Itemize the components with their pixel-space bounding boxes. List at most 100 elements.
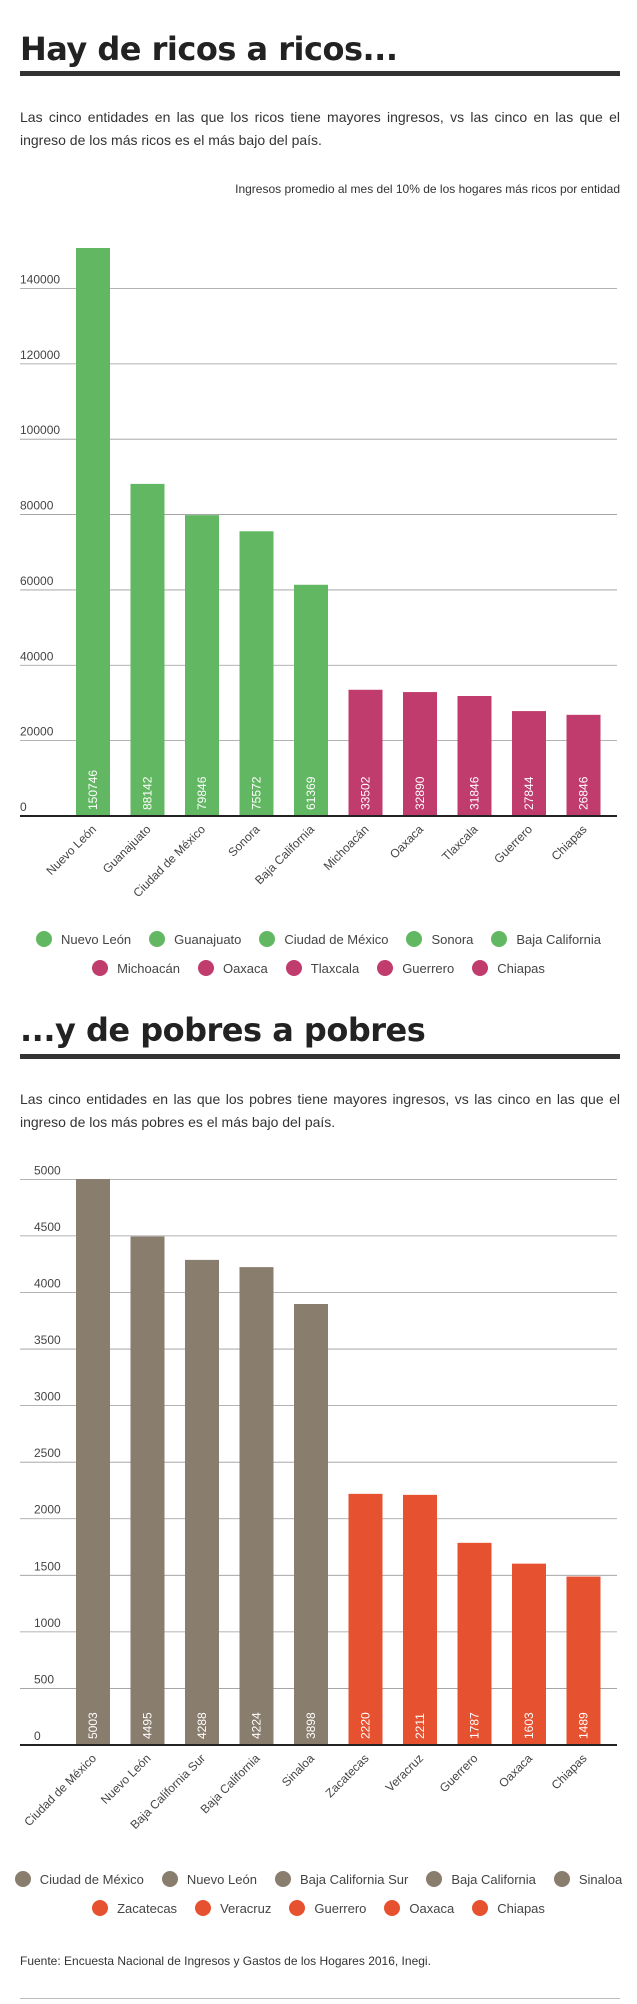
chart1-value-label: 31846 — [468, 776, 482, 810]
chart1-legend-item: Nuevo León — [36, 931, 131, 947]
chart2-legend-item: Baja California Sur — [274, 1871, 408, 1887]
chart1-bar — [457, 696, 492, 816]
chart2-legend-item: Guerrero — [289, 1900, 366, 1916]
chart2-legend-swatch — [426, 1871, 443, 1887]
chart1-legend-swatch — [149, 931, 166, 947]
chart2-legend-label: Sinaloa — [578, 1871, 623, 1887]
section2-intro: Las cinco entidades en las que los pobre… — [20, 1091, 620, 1130]
chart1-y-tick-label: 120000 — [20, 348, 60, 362]
chart1-legend-swatch — [491, 931, 508, 947]
chart2-legend-swatch — [92, 1900, 109, 1916]
chart1-value-label: 32890 — [413, 776, 427, 810]
chart2-bar — [294, 1304, 328, 1745]
chart1-bar — [76, 248, 110, 816]
chart2-y-tick-label: 0 — [34, 1729, 41, 1743]
chart2-category-label: Chiapas — [549, 1751, 590, 1792]
chart1-legend-item: Chiapas — [472, 960, 545, 976]
chart1-legend-swatch — [197, 960, 214, 976]
chart2-legend-item: Sinaloa — [553, 1871, 623, 1887]
chart2-legend-swatch — [274, 1871, 291, 1887]
chart2-legend-label: Nuevo León — [186, 1871, 257, 1887]
chart1-legend-label: Michoacán — [117, 960, 180, 976]
chart1-category-label: Nuevo León — [43, 822, 99, 878]
chart2-value-label: 4224 — [250, 1712, 264, 1739]
chart2-category-label: Zacatecas — [323, 1751, 372, 1800]
chart1-value-label: 75572 — [250, 776, 264, 810]
chart1-legend-item: Oaxaca — [197, 960, 268, 976]
chart1-legend-item: Michoacán — [92, 960, 180, 976]
chart1-legend-label: Sonora — [431, 931, 474, 947]
chart1-legend-label: Guerrero — [402, 960, 455, 976]
chart2-y-tick-label: 1500 — [34, 1559, 61, 1573]
chart1-legend-swatch — [92, 960, 109, 976]
chart2-legend-swatch — [161, 1871, 178, 1887]
chart1-rich-income: 0 20000 40000 60000 80000 100000 120000 140000 1… — [20, 248, 617, 900]
chart2-bar — [403, 1494, 437, 1745]
chart1-category-label: Chiapas — [549, 822, 590, 863]
chart1-y-tick-label: 20000 — [20, 725, 54, 739]
chart1-bar — [239, 531, 274, 816]
chart2-y-tick-label: 2000 — [34, 1503, 61, 1517]
chart2-legend-row: Zacatecas Veracruz Guerrero Oaxaca Chiapas — [0, 1900, 637, 1916]
chart1-value-label: 33502 — [359, 776, 373, 810]
chart2-y-tick-label: 3000 — [34, 1390, 61, 1404]
chart2-value-label: 3898 — [304, 1712, 318, 1739]
chart2-value-label: 4288 — [195, 1712, 209, 1739]
chart2-bar — [457, 1542, 492, 1745]
chart1-value-label: 79846 — [195, 776, 209, 810]
chart1-legend-swatch — [36, 931, 53, 947]
chart2-category-label: Oaxaca — [496, 1751, 535, 1790]
chart1-legend-swatch — [285, 960, 302, 976]
chart1-category-label: Oaxaca — [387, 822, 426, 861]
chart2-legend-label: Veracruz — [220, 1900, 272, 1916]
chart1-y-tick-label: 40000 — [20, 649, 54, 663]
chart2-legend-label: Ciudad de México — [39, 1871, 144, 1887]
chart2-legend-swatch — [384, 1900, 401, 1916]
chart1-value-label: 88142 — [141, 776, 155, 810]
chart2-y-tick-label: 4500 — [34, 1220, 61, 1234]
section1-title: Hay de ricos a ricos... — [20, 30, 398, 68]
chart2-value-label: 2211 — [413, 1713, 427, 1739]
chart1-bar — [348, 689, 383, 816]
chart1-bar — [566, 714, 601, 816]
chart2-legend-item: Baja California — [426, 1871, 536, 1887]
chart1-y-tick-label: 140000 — [20, 272, 60, 286]
chart2-legend-label: Chiapas — [497, 1900, 545, 1916]
chart1-legend-row: Nuevo León Guanajuato Ciudad de México Sono… — [0, 931, 637, 947]
chart2-legend-item: Nuevo León — [161, 1871, 257, 1887]
section1-title-rule — [20, 71, 620, 76]
chart1-bar — [185, 515, 219, 816]
chart1-legend-item: Baja California — [491, 931, 601, 947]
chart1-category-label: Tlaxcala — [439, 822, 481, 864]
chart2-bar — [76, 1179, 110, 1745]
chart2-y-tick-label: 4000 — [34, 1276, 61, 1290]
chart2-poor-income: 0 500 1000 1500 2000 2500 3000 3500 4000 4500 5000… — [20, 1163, 617, 1832]
chart2-bar — [512, 1563, 546, 1745]
chart1-legend-swatch — [472, 960, 489, 976]
footer-rule — [20, 1998, 620, 1999]
chart1-legend-item: Tlaxcala — [285, 960, 359, 976]
chart1-legend: Nuevo León Guanajuato Ciudad de México Sono… — [0, 931, 637, 989]
chart1-legend-label: Ciudad de México — [284, 931, 389, 947]
chart1-y-tick-label: 0 — [20, 800, 27, 814]
chart2-category-label: Guerrero — [437, 1751, 481, 1795]
chart1-legend-item: Ciudad de México — [259, 931, 388, 947]
chart2-bar — [130, 1236, 165, 1745]
chart1-value-label: 26846 — [577, 776, 591, 810]
chart2-legend-swatch — [195, 1900, 212, 1916]
chart1-bar — [512, 711, 546, 816]
chart1-y-tick-label: 100000 — [20, 423, 60, 437]
chart2-legend-item: Chiapas — [472, 1900, 545, 1916]
chart2-legend-item: Veracruz — [195, 1900, 271, 1916]
chart1-legend-item: Sonora — [406, 931, 473, 947]
chart1-legend-item: Guerrero — [377, 960, 454, 976]
chart2-y-tick-label: 2500 — [34, 1446, 61, 1460]
chart2-value-label: 4495 — [141, 1712, 155, 1739]
chart2-legend-swatch — [472, 1900, 489, 1916]
chart1-legend-swatch — [406, 931, 423, 947]
chart2-legend: Ciudad de México Nuevo León Baja Californi… — [0, 1871, 637, 1929]
chart1-subtitle: Ingresos promedio al mes del 10% de los … — [235, 182, 620, 196]
chart1-legend-label: Guanajuato — [174, 931, 242, 947]
chart2-y-tick-label: 500 — [34, 1672, 54, 1686]
chart1-bar — [130, 483, 165, 816]
